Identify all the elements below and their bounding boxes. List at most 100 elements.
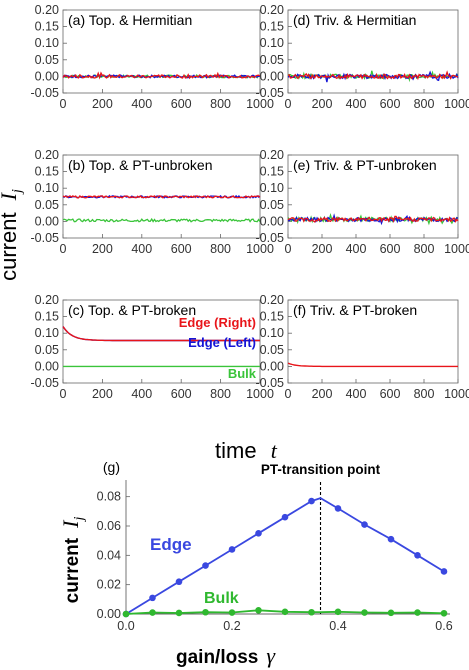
svg-text:current Ij: current Ij — [0, 189, 25, 281]
ytick-label: 0.20 — [35, 148, 59, 162]
ytick-label: 0.08 — [97, 490, 121, 504]
g-ylabel-symbol: I — [58, 519, 83, 529]
panel-c: -0.05 0.00 0.05 0.10 0.15 0.20 0 200 400 600 800 10… — [31, 293, 274, 401]
panel-e: -0.05 0.00 0.05 0.10 0.15 0.20 0 200 400 600 800 10… — [256, 148, 469, 256]
transition-label: PT-transition point — [261, 462, 381, 477]
ytick-label: -0.05 — [31, 231, 60, 245]
xtick-label: 200 — [92, 387, 113, 401]
data-point-edge — [414, 552, 421, 559]
panel-d: -0.05 0.00 0.05 0.10 0.15 0.20 0 200 400 600 800 10… — [256, 3, 469, 111]
ytick-label: 0.05 — [35, 198, 59, 212]
series-label-bulk: Bulk — [204, 590, 239, 607]
ytick-label: -0.05 — [256, 376, 285, 390]
g-ylabel-text-group: current Ij — [58, 517, 87, 604]
plot-frame — [287, 154, 459, 239]
data-point-bulk — [334, 608, 342, 616]
data-point-edge — [149, 594, 156, 602]
data-point-edge — [175, 578, 183, 586]
panel-title: (e) Triv. & PT-unbroken — [293, 157, 437, 173]
series-label-green: Bulk — [228, 366, 257, 381]
data-point-edge — [281, 513, 289, 521]
xtick-label: 800 — [210, 97, 231, 111]
panel-title: (f) Triv. & PT-broken — [293, 302, 417, 318]
data-point-edge — [308, 497, 315, 505]
ytick-label: 0.10 — [260, 181, 284, 195]
ytick-label: 0.15 — [260, 165, 284, 179]
panel-g: 0.00 0.02 0.04 0.06 0.08 0.0 0.2 0.4 0.6 PT-trans… — [58, 459, 453, 668]
xtick-label: 400 — [346, 242, 367, 256]
data-point-bulk — [228, 609, 236, 616]
xtick-label: 800 — [210, 387, 231, 401]
xtick-label: 600 — [380, 97, 401, 111]
series-label-edge: Edge — [150, 535, 192, 554]
plot-frame — [287, 299, 459, 384]
xtick-label: 0 — [285, 387, 292, 401]
data-point-bulk — [414, 609, 421, 616]
top-ylabel-symbol: I — [0, 191, 21, 201]
xtick-label: 1000 — [246, 97, 274, 111]
data-point-bulk — [175, 609, 183, 617]
series-line-red — [62, 326, 260, 342]
ytick-label: 0.00 — [97, 607, 121, 621]
ytick-label: 0.20 — [260, 293, 284, 307]
data-point-bulk — [255, 607, 262, 614]
data-point-bulk — [122, 610, 130, 618]
top-ylabel: current Ij — [0, 189, 25, 281]
ytick-label: 0.05 — [260, 198, 284, 212]
data-point-bulk — [308, 608, 315, 616]
xtick-label: 400 — [131, 387, 152, 401]
ytick-label: 0.15 — [35, 310, 59, 324]
g-ylabel: current Ij — [58, 517, 87, 604]
g-ylabel-text: current — [62, 537, 83, 603]
series-label-red: Edge (Right) — [179, 315, 256, 330]
xtick-label: 0.6 — [435, 619, 452, 633]
panel-b: -0.05 0.00 0.05 0.10 0.15 0.20 0 200 400 600 800 10… — [31, 148, 274, 256]
top-ylabel-text: current — [0, 212, 21, 280]
xtick-label: 600 — [380, 387, 401, 401]
xtick-label: 1000 — [246, 242, 274, 256]
ytick-label: 0.00 — [260, 214, 284, 228]
ytick-label: 0.10 — [260, 36, 284, 50]
ytick-label: -0.05 — [31, 86, 60, 100]
ytick-label: 0.10 — [35, 181, 59, 195]
xtick-label: 600 — [171, 97, 192, 111]
panel-title: (a) Top. & Hermitian — [68, 12, 192, 28]
data-point-bulk — [361, 609, 368, 616]
xtick-label: 0 — [60, 97, 67, 111]
panel-f: -0.05 0.00 0.05 0.10 0.15 0.20 0 200 400 600 800 10… — [256, 293, 469, 401]
data-point-bulk — [387, 609, 395, 617]
data-point-edge — [255, 530, 262, 537]
data-point-edge — [361, 521, 368, 528]
xtick-label: 800 — [414, 387, 435, 401]
panel-title: (b) Top. & PT-unbroken — [68, 157, 212, 173]
ytick-label: 0.10 — [260, 326, 284, 340]
series-line-bulk — [125, 609, 445, 615]
xtick-label: 0.2 — [223, 619, 240, 633]
series-line-red — [287, 362, 458, 368]
xtick-label: 800 — [414, 97, 435, 111]
g-xlabel-text: gain/loss — [176, 647, 258, 668]
data-point-bulk — [281, 608, 289, 616]
top-xlabel-symbol: t — [271, 438, 278, 463]
xtick-label: 0.4 — [329, 619, 346, 633]
ytick-label: 0.02 — [97, 578, 121, 592]
g-xlabel: gain/loss γ — [176, 643, 276, 668]
ytick-label: 0.15 — [35, 20, 59, 34]
ytick-label: 0.20 — [35, 293, 59, 307]
ytick-label: 0.05 — [260, 343, 284, 357]
ytick-label: 0.15 — [35, 165, 59, 179]
top-xlabel: time t — [215, 438, 278, 463]
xtick-label: 400 — [131, 97, 152, 111]
ytick-label: 0.20 — [260, 3, 284, 17]
top-xlabel-text: time — [215, 438, 257, 463]
xtick-label: 400 — [131, 242, 152, 256]
panel-title: (g) — [103, 459, 120, 475]
data-point-edge — [202, 562, 209, 569]
series-line-red — [287, 215, 459, 224]
xtick-label: 400 — [346, 97, 367, 111]
ytick-label: 0.05 — [260, 53, 284, 67]
ytick-label: 0.00 — [35, 214, 59, 228]
xtick-label: 600 — [171, 387, 192, 401]
series-line-red — [62, 195, 261, 199]
